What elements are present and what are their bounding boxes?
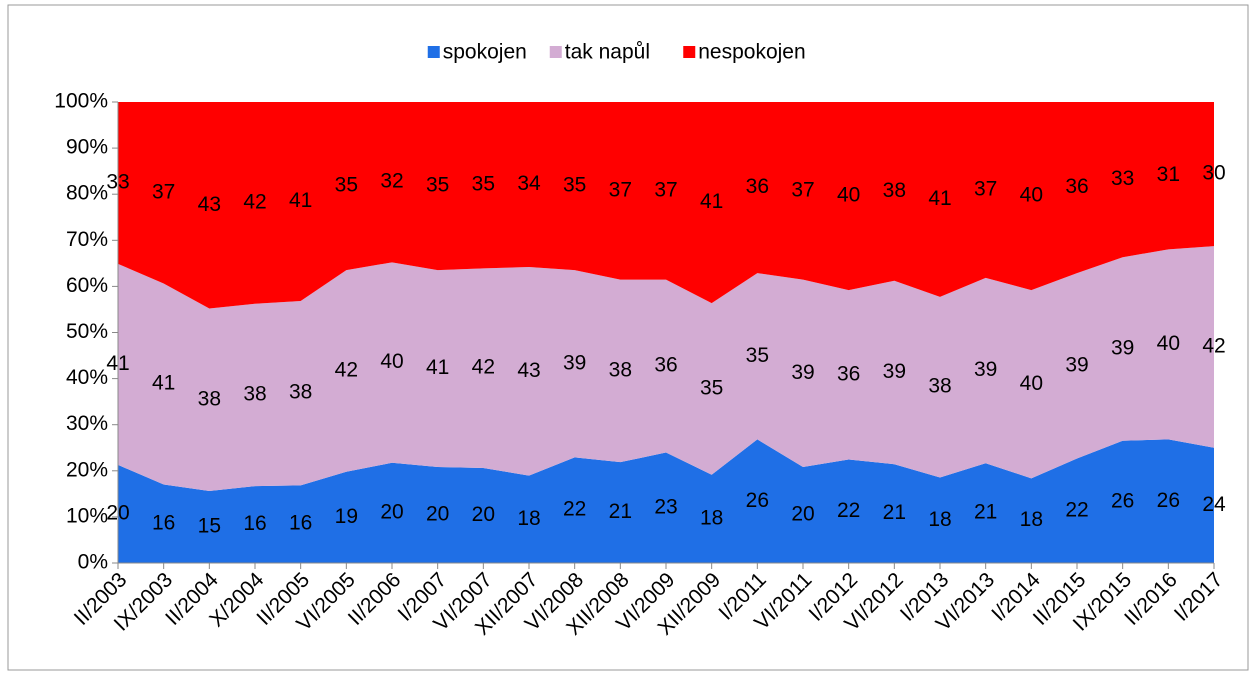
data-label: 36 [654, 354, 677, 377]
data-label: 41 [152, 372, 175, 395]
legend-swatch [683, 46, 696, 58]
data-label: 39 [1065, 353, 1088, 376]
data-label: 36 [746, 175, 769, 198]
data-label: 36 [837, 362, 860, 385]
data-label: 40 [1020, 184, 1043, 207]
data-label: 38 [609, 358, 632, 381]
data-label: 24 [1202, 493, 1226, 516]
data-label: 39 [791, 361, 814, 384]
data-label: 42 [472, 356, 495, 379]
y-tick-label: 20% [66, 458, 108, 481]
y-tick-label: 60% [66, 274, 108, 297]
data-label: 20 [380, 500, 403, 523]
data-label: 35 [746, 344, 769, 367]
data-label: 26 [1111, 489, 1134, 512]
data-label: 38 [883, 179, 906, 202]
data-label: 31 [1157, 163, 1180, 186]
data-label: 43 [198, 193, 221, 216]
data-label: 39 [1111, 337, 1134, 360]
data-label: 33 [1111, 167, 1134, 190]
data-label: 22 [563, 498, 586, 521]
data-label: 21 [609, 500, 632, 523]
y-tick-label: 70% [66, 228, 108, 251]
data-label: 37 [974, 177, 997, 200]
data-label: 38 [928, 375, 951, 398]
data-label: 35 [472, 173, 495, 196]
data-label: 38 [289, 381, 312, 404]
data-label: 19 [335, 505, 358, 528]
data-label: 16 [152, 511, 175, 534]
data-label: 42 [243, 190, 266, 213]
y-tick-label: 30% [66, 412, 108, 435]
data-label: 37 [654, 178, 677, 201]
data-label: 41 [106, 352, 129, 375]
data-label: 15 [198, 515, 221, 538]
data-label: 43 [517, 359, 540, 382]
data-label: 18 [928, 508, 951, 531]
data-label: 20 [791, 503, 814, 526]
data-label: 26 [1157, 489, 1180, 512]
data-label: 26 [746, 489, 769, 512]
data-label: 20 [472, 503, 495, 526]
data-label: 40 [837, 184, 860, 207]
data-label: 22 [1065, 498, 1088, 521]
data-label: 18 [700, 506, 723, 529]
legend-label: nespokojen [698, 41, 805, 64]
data-label: 16 [243, 512, 266, 535]
data-label: 38 [243, 382, 266, 405]
data-label: 21 [974, 501, 997, 524]
data-label: 35 [700, 376, 723, 399]
data-label: 22 [837, 499, 860, 522]
data-label: 23 [654, 495, 677, 518]
data-label: 42 [1202, 334, 1225, 357]
y-tick-label: 50% [66, 320, 108, 343]
data-label: 39 [974, 358, 997, 381]
y-tick-label: 40% [66, 366, 108, 389]
legend-swatch [549, 46, 562, 58]
data-label: 16 [289, 512, 312, 535]
data-label: 41 [700, 190, 723, 213]
legend-label: tak napůl [565, 41, 650, 64]
legend-swatch [427, 46, 440, 58]
y-tick-label: 90% [66, 136, 108, 159]
data-label: 40 [1157, 332, 1180, 355]
y-tick-label: 10% [66, 504, 108, 527]
data-label: 18 [517, 507, 540, 530]
data-label: 36 [1065, 175, 1088, 198]
data-label: 35 [426, 174, 449, 197]
data-label: 34 [517, 172, 541, 195]
data-label: 39 [563, 351, 586, 374]
data-label: 21 [883, 501, 906, 524]
data-label: 20 [426, 503, 449, 526]
data-label: 37 [791, 178, 814, 201]
y-tick-label: 100% [54, 90, 108, 113]
area [118, 439, 1214, 563]
data-label: 42 [335, 358, 358, 381]
data-label: 40 [1020, 372, 1043, 395]
data-label: 41 [289, 189, 312, 212]
data-label: 35 [563, 174, 586, 197]
data-label: 39 [883, 360, 906, 383]
data-label: 35 [335, 174, 358, 197]
area [118, 246, 1214, 491]
data-label: 30 [1202, 162, 1225, 185]
data-label: 20 [106, 502, 129, 525]
data-label: 32 [380, 170, 403, 193]
y-tick-label: 80% [66, 182, 108, 205]
data-label: 37 [152, 180, 175, 203]
data-label: 40 [380, 350, 403, 373]
data-label: 37 [609, 178, 632, 201]
data-label: 33 [106, 170, 129, 193]
data-label: 38 [198, 387, 221, 410]
data-label: 41 [928, 187, 951, 210]
data-label: 18 [1020, 508, 1043, 531]
area [118, 102, 1214, 309]
legend-label: spokojen [443, 41, 527, 64]
data-label: 41 [426, 356, 449, 379]
y-tick-label: 0% [78, 551, 108, 574]
